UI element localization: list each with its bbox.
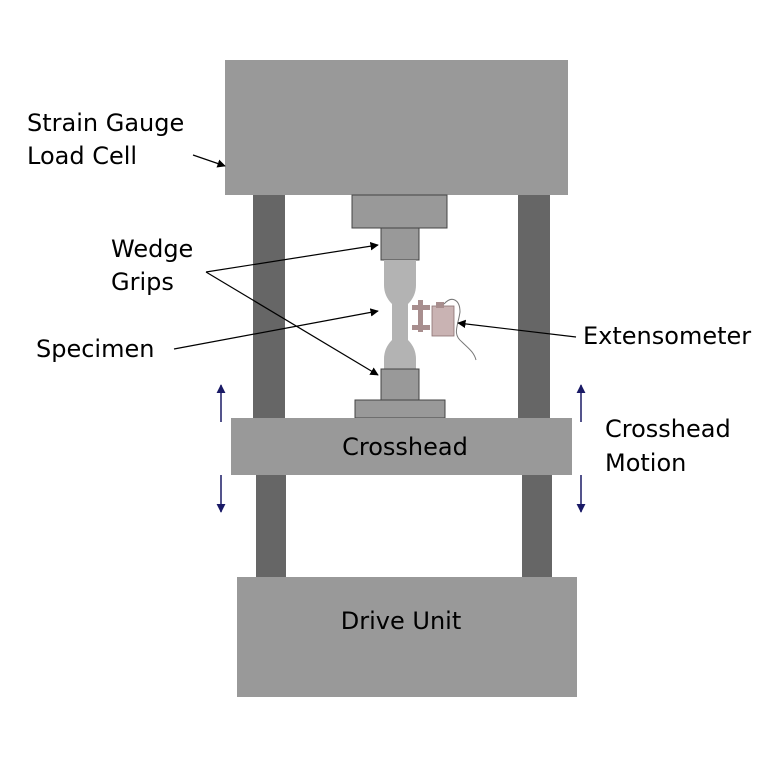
lower-grip-plate bbox=[354, 399, 446, 419]
load-cell-label-line1: Strain Gauge bbox=[27, 109, 184, 137]
left-column-lower bbox=[256, 475, 286, 580]
wedge-grips-label-line2: Grips bbox=[111, 268, 174, 296]
load-cell-leader bbox=[192, 154, 226, 168]
extensometer-leader bbox=[457, 319, 577, 338]
left-column-upper bbox=[253, 195, 285, 420]
extensometer-body bbox=[431, 305, 455, 337]
drive-unit-label: Drive Unit bbox=[341, 607, 461, 635]
crosshead-label: Crosshead bbox=[342, 433, 468, 461]
crosshead-motion-label-line1: Crosshead bbox=[605, 415, 731, 443]
extensometer-post bbox=[418, 300, 423, 332]
crosshead-motion-label-line2: Motion bbox=[605, 449, 686, 477]
load-cell-block bbox=[225, 60, 568, 195]
extensometer-device bbox=[412, 298, 477, 361]
wedge-grips-leader-lower bbox=[205, 271, 379, 376]
extensometer-cable bbox=[443, 298, 477, 361]
right-column-lower bbox=[522, 475, 552, 580]
drive-unit-block bbox=[237, 577, 577, 697]
wedge-grips-leader-upper bbox=[205, 242, 379, 273]
specimen-leader bbox=[173, 308, 379, 350]
upper-wedge-grip bbox=[380, 227, 420, 261]
specimen-label: Specimen bbox=[36, 335, 154, 363]
load-cell-label-line2: Load Cell bbox=[27, 142, 137, 170]
extensometer-clip bbox=[436, 302, 444, 308]
extensometer-label: Extensometer bbox=[583, 322, 751, 350]
right-column-upper bbox=[518, 195, 550, 420]
wedge-grips-label-line1: Wedge bbox=[111, 235, 193, 263]
specimen-shape bbox=[384, 260, 416, 369]
crosshead-block bbox=[231, 418, 572, 475]
lower-wedge-grip bbox=[380, 368, 420, 401]
upper-grip-plate bbox=[351, 194, 448, 229]
